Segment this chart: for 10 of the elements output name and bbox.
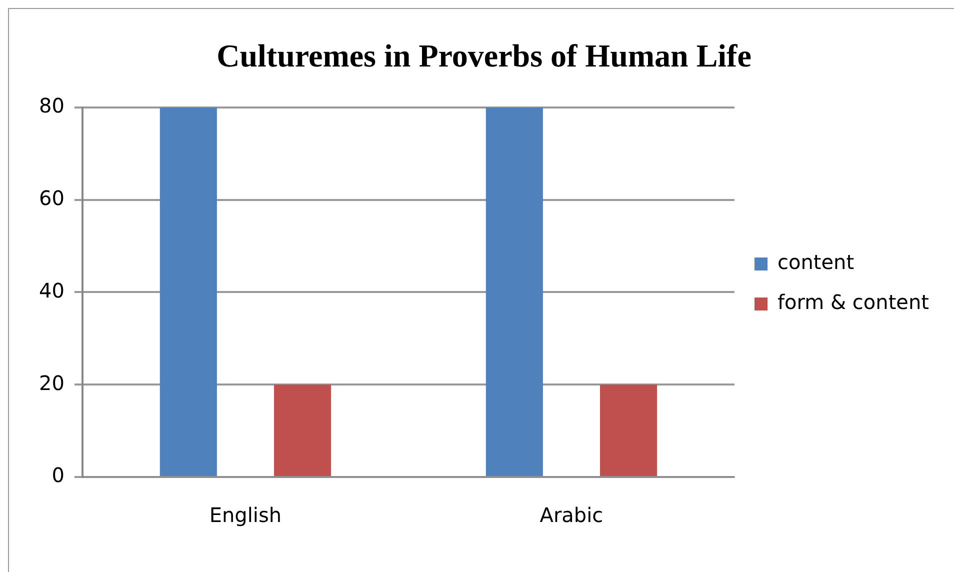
y-tick-label: 40	[38, 278, 64, 302]
legend-label: form & content	[777, 290, 930, 314]
x-tick-label: Arabic	[540, 503, 604, 528]
legend-label: content	[777, 250, 854, 274]
y-tick-label: 20	[38, 370, 64, 395]
y-tick-label: 0	[52, 463, 64, 488]
y-tick-label: 80	[38, 94, 64, 118]
chart-title: Culturemes in Proverbs of Human Life	[216, 37, 752, 74]
x-tick-label: English	[209, 503, 282, 528]
y-tick-label: 60	[38, 186, 64, 210]
